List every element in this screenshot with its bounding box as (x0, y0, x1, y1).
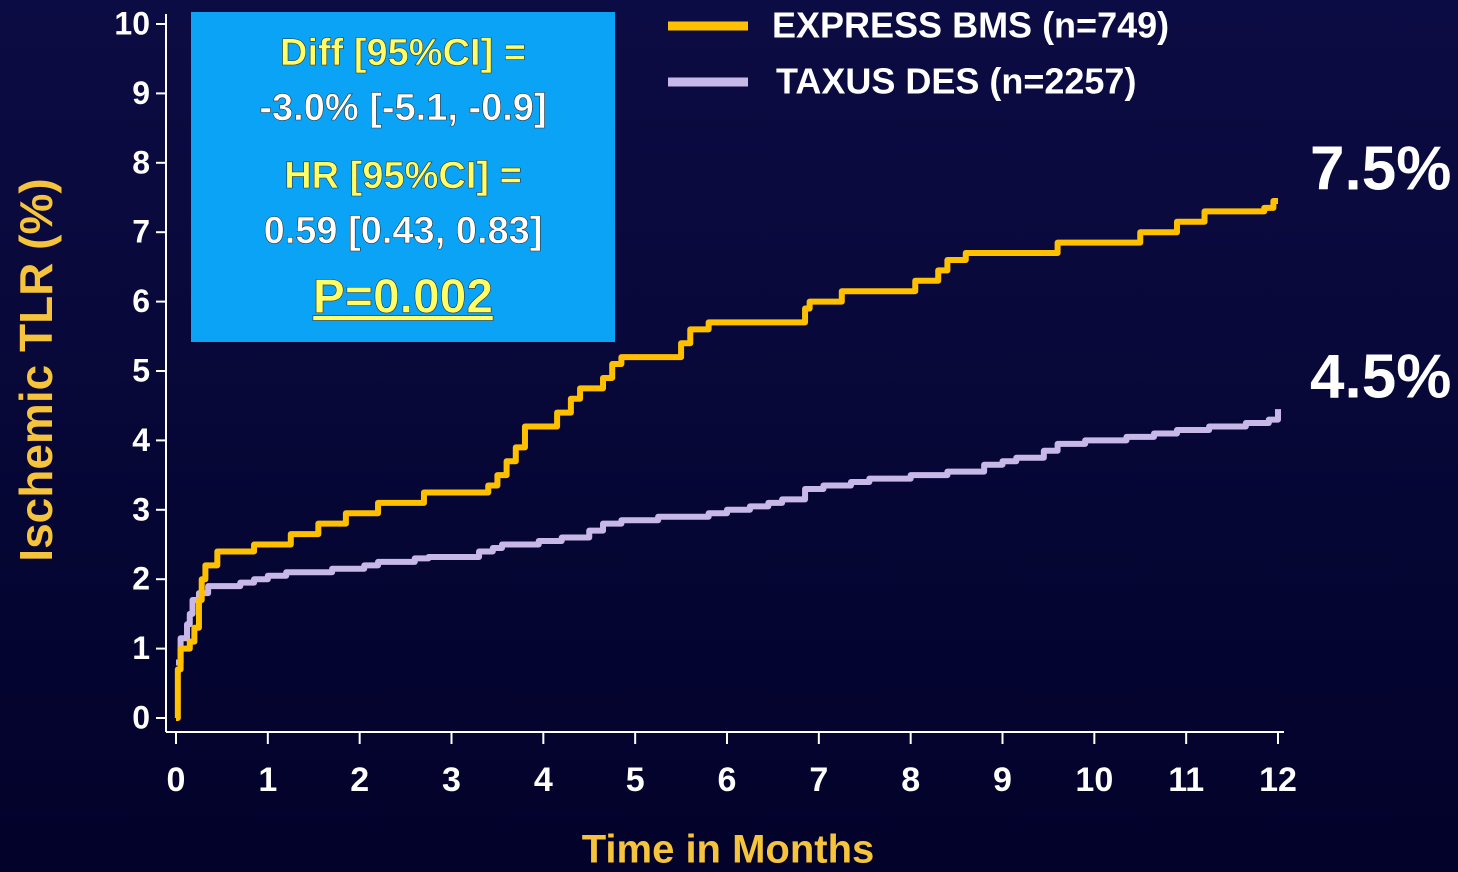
x-tick-label: 4 (534, 761, 553, 799)
x-tick-label: 3 (442, 761, 461, 799)
end-label: 7.5% (1310, 134, 1451, 203)
series-line (174, 197, 1278, 721)
x-tick-label: 9 (993, 761, 1012, 799)
x-tick-label: 6 (718, 761, 737, 799)
y-tick-label: 7 (132, 214, 150, 250)
x-tick-label: 5 (626, 761, 645, 799)
legend-label: TAXUS DES (n=2257) (776, 61, 1136, 102)
y-axis-title: Ischemic TLR (%) (10, 178, 62, 561)
legend-label: EXPRESS BMS (n=749) (772, 5, 1169, 46)
y-tick-label: 8 (132, 144, 150, 180)
annotation-box (191, 12, 615, 342)
y-tick-label: 5 (132, 352, 150, 388)
annotation-text: Diff [95%CI] = (280, 32, 526, 74)
series-line (176, 409, 1281, 666)
annotation-text: 0.59 [0.43, 0.83] (264, 210, 543, 252)
y-tick-label: 3 (132, 491, 150, 527)
y-tick-label: 0 (132, 699, 150, 735)
y-tick-label: 2 (132, 561, 150, 597)
x-tick-label: 10 (1075, 761, 1113, 799)
x-tick-label: 0 (167, 761, 186, 799)
y-tick-label: 9 (132, 75, 150, 111)
x-axis-title: Time in Months (582, 828, 875, 872)
annotation-text: HR [95%CI] = (284, 155, 522, 197)
x-tick-label: 11 (1168, 761, 1204, 799)
annotation-text: -3.0% [-5.1, -0.9] (259, 87, 546, 129)
x-tick-label: 1 (258, 761, 277, 799)
y-tick-label: 10 (114, 5, 150, 41)
y-tick-label: 4 (132, 422, 150, 458)
end-label: 4.5% (1310, 343, 1451, 412)
x-tick-label: 12 (1259, 761, 1297, 799)
x-tick-label: 2 (350, 761, 369, 799)
annotation-text: P=0.002 (313, 271, 493, 324)
x-tick-label: 7 (809, 761, 828, 799)
y-tick-label: 6 (132, 283, 150, 319)
y-tick-label: 1 (132, 630, 150, 666)
x-tick-label: 8 (901, 761, 920, 799)
